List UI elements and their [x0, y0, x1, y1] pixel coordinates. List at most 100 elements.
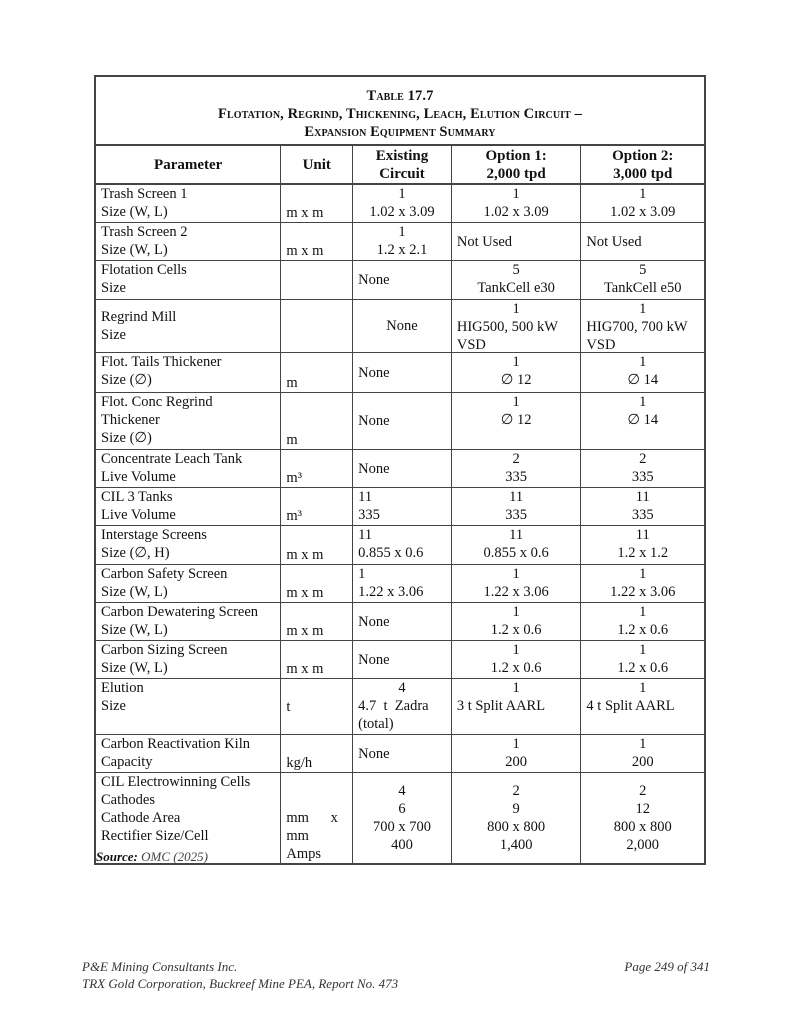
cell-parameter: CIL 3 Tanks Live Volume: [96, 488, 282, 525]
cell-text: 4 t Split AARL: [586, 698, 675, 714]
cell-text: m³: [286, 470, 303, 486]
header-existing: Existing Circuit: [353, 146, 452, 183]
source-note: Source: OMC (2025): [96, 849, 208, 865]
cell-text: Size: [101, 280, 126, 296]
cell-option-2: 1 1.22 x 3.06: [581, 565, 704, 602]
cell-option-2: 2 12 800 x 800 2,000: [581, 773, 704, 863]
cell-text: HIG500, 500 kW: [456, 319, 558, 335]
cell-text: m³: [286, 508, 303, 524]
cell-text: Size: [101, 698, 126, 714]
cell-text: 1: [512, 604, 520, 620]
header-option-2: Option 2: 3,000 tpd: [581, 146, 704, 183]
cell-text: 1.2 x 2.1: [376, 242, 428, 258]
cell-text: m x m: [286, 585, 324, 601]
cell-text: Trash Screen 2: [101, 224, 188, 240]
cell-text: Carbon Reactivation Kiln: [101, 736, 250, 752]
cell-text: Size (W, L): [101, 622, 168, 638]
cell-text: 1: [639, 301, 647, 317]
equipment-summary-table: Table 17.7 Flotation, Regrind, Thickenin…: [94, 75, 706, 865]
cell-text: 0.855 x 0.6: [358, 545, 424, 561]
cell-text: Live Volume: [101, 469, 176, 485]
table-row: Regrind Mill Size None 1 HIG500, 500 kW VSD 1 H…: [96, 300, 704, 353]
cell-unit: m x m: [281, 223, 354, 260]
table-row: Carbon Sizing Screen Size (W, L) m x m None…: [96, 641, 704, 679]
cell-text: 1: [639, 642, 647, 658]
cell-text: 335: [505, 469, 527, 485]
cell-option-2: 5 TankCell e50: [581, 261, 704, 299]
cell-text: None: [358, 613, 390, 630]
table-row: Flot. Tails Thickener Size (∅) m None 1 ∅ 12 1…: [96, 353, 704, 393]
cell-parameter: Trash Screen 2 Size (W, L): [96, 223, 282, 260]
cell-parameter: Elution Size: [96, 679, 282, 734]
cell-text: TankCell e50: [603, 280, 682, 296]
cell-text: Not Used: [586, 233, 642, 250]
cell-text: Cathode Area: [101, 810, 181, 826]
cell-text: mm x: [286, 810, 338, 826]
cell-option-1: Not Used: [452, 223, 582, 260]
cell-text: Flot. Tails Thickener: [101, 354, 222, 370]
header-text: Circuit: [379, 165, 425, 182]
cell-parameter: Flotation Cells Size: [96, 261, 282, 299]
cell-existing: None: [353, 261, 452, 299]
cell-text: 1: [512, 736, 520, 752]
cell-unit: m: [281, 353, 354, 392]
cell-text: 1: [639, 394, 647, 410]
cell-text: 335: [358, 507, 380, 523]
cell-option-1: 1 1.2 x 0.6: [452, 603, 582, 640]
cell-option-1: 1 ∅ 12: [452, 353, 582, 392]
table-row: Flotation Cells Size None 5 TankCell e30 5 Tan…: [96, 261, 704, 300]
cell-text: 0.855 x 0.6: [483, 545, 549, 561]
cell-text: 200: [631, 754, 654, 770]
cell-text: 9: [512, 801, 520, 817]
table-row: Trash Screen 2 Size (W, L) m x m 1 1.2 x 2.1…: [96, 223, 704, 261]
cell-unit: m x m: [281, 603, 354, 640]
cell-text: Size (W, L): [101, 584, 168, 600]
cell-text: 800 x 800: [487, 819, 546, 835]
cell-text: 1.22 x 3.06: [610, 584, 676, 600]
cell-text: 5: [512, 262, 520, 278]
cell-text: CIL 3 Tanks: [101, 489, 173, 505]
header-text: Unit: [302, 156, 331, 173]
cell-text: 11: [635, 489, 650, 505]
cell-text: 11: [635, 527, 650, 543]
cell-option-2: 1 1.2 x 0.6: [581, 603, 704, 640]
cell-text: 4: [398, 783, 406, 799]
cell-option-2: Not Used: [581, 223, 704, 260]
cell-existing: 11 0.855 x 0.6: [353, 526, 452, 564]
cell-text: 1: [639, 354, 647, 370]
cell-text: 1.2 x 0.6: [617, 660, 669, 676]
cell-text: Regrind Mill: [101, 309, 177, 325]
cell-text: 1,400: [499, 837, 533, 853]
table-title-line: Flotation, Regrind, Thickening, Leach, E…: [218, 106, 582, 122]
cell-option-1: 1 1.2 x 0.6: [452, 641, 582, 678]
cell-parameter: Flot. Conc Regrind Thickener Size (∅): [96, 393, 282, 449]
cell-text: Interstage Screens: [101, 527, 207, 543]
cell-text: ∅ 14: [627, 412, 659, 428]
cell-text: m x m: [286, 547, 324, 563]
cell-text: 2: [512, 451, 520, 467]
cell-text: 1: [512, 394, 520, 410]
cell-text: 335: [631, 507, 654, 523]
cell-text: 2: [512, 783, 520, 799]
table-row: CIL Electrowinning Cells Cathodes Cathode …: [96, 773, 704, 863]
cell-text: HIG700, 700 kW: [586, 319, 688, 335]
cell-option-2: 1 ∅ 14: [581, 393, 704, 449]
cell-text: None: [386, 318, 418, 334]
cell-existing: 1 1.22 x 3.06: [353, 565, 452, 602]
table-title-line: Expansion Equipment Summary: [304, 124, 496, 140]
cell-text: None: [358, 460, 390, 477]
cell-text: mm: [286, 828, 309, 844]
table-title: Table 17.7 Flotation, Regrind, Thickenin…: [96, 77, 704, 146]
cell-unit: m x m: [281, 185, 354, 222]
cell-text: 1.2 x 0.6: [490, 660, 542, 676]
cell-unit: m x m: [281, 641, 354, 678]
cell-existing: None: [353, 353, 452, 392]
header-parameter: Parameter: [96, 146, 282, 183]
cell-existing: None: [353, 393, 452, 449]
cell-text: Carbon Dewatering Screen: [101, 604, 259, 620]
cell-text: 335: [631, 469, 654, 485]
cell-option-2: 1 HIG700, 700 kW VSD: [581, 300, 704, 353]
cell-text: kg/h: [286, 755, 313, 771]
cell-text: Live Volume: [101, 507, 176, 523]
cell-unit: m: [281, 393, 354, 449]
